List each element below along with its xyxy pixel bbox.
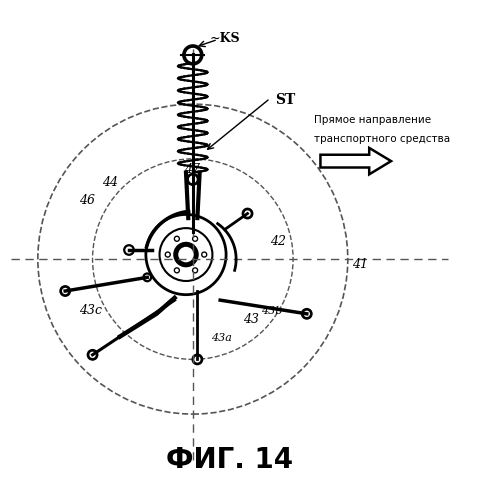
Circle shape bbox=[304, 310, 310, 317]
Circle shape bbox=[173, 242, 199, 268]
Circle shape bbox=[175, 268, 179, 272]
Text: Прямое направление: Прямое направление bbox=[314, 114, 431, 124]
Circle shape bbox=[202, 252, 206, 256]
Circle shape bbox=[175, 237, 179, 240]
Text: ~KS: ~KS bbox=[209, 32, 240, 44]
Text: 46: 46 bbox=[79, 194, 95, 207]
Circle shape bbox=[192, 236, 198, 242]
Text: 43a: 43a bbox=[211, 333, 232, 343]
Text: 42: 42 bbox=[270, 236, 286, 248]
Circle shape bbox=[174, 267, 180, 274]
Circle shape bbox=[193, 268, 197, 272]
Circle shape bbox=[142, 272, 152, 282]
Circle shape bbox=[62, 288, 68, 294]
Text: ST: ST bbox=[275, 92, 295, 106]
Circle shape bbox=[183, 45, 203, 65]
Text: ФИГ. 14: ФИГ. 14 bbox=[166, 446, 293, 473]
Circle shape bbox=[301, 308, 313, 320]
Circle shape bbox=[192, 267, 198, 274]
Circle shape bbox=[59, 285, 71, 297]
Circle shape bbox=[166, 252, 170, 256]
Text: 47: 47 bbox=[184, 162, 200, 175]
Text: 43c: 43c bbox=[79, 304, 102, 317]
Text: 43: 43 bbox=[243, 313, 259, 326]
Text: транспортного средства: транспортного средства bbox=[314, 134, 450, 144]
Circle shape bbox=[244, 210, 250, 216]
Circle shape bbox=[190, 176, 196, 182]
Circle shape bbox=[123, 244, 135, 256]
Circle shape bbox=[192, 354, 203, 366]
Text: 41: 41 bbox=[352, 258, 369, 271]
FancyArrow shape bbox=[320, 148, 391, 174]
Circle shape bbox=[187, 174, 199, 186]
Circle shape bbox=[186, 48, 199, 62]
Text: 44: 44 bbox=[102, 176, 118, 189]
Circle shape bbox=[164, 252, 171, 258]
Circle shape bbox=[178, 247, 194, 262]
Circle shape bbox=[193, 237, 197, 240]
Circle shape bbox=[194, 356, 201, 362]
Circle shape bbox=[89, 352, 96, 358]
Circle shape bbox=[241, 208, 253, 220]
Circle shape bbox=[87, 349, 98, 361]
Circle shape bbox=[144, 274, 150, 280]
Text: 43b: 43b bbox=[261, 306, 282, 316]
Circle shape bbox=[201, 252, 207, 258]
Circle shape bbox=[174, 236, 180, 242]
Circle shape bbox=[125, 246, 133, 254]
